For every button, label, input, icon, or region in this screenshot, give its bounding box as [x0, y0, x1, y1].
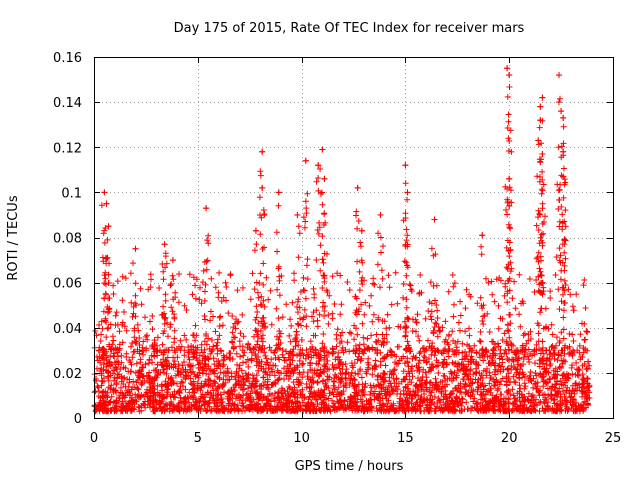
y-tick-label: 0.14	[53, 96, 82, 111]
peak-point	[506, 202, 513, 209]
peak-point	[132, 245, 139, 252]
peak-point	[506, 72, 513, 79]
peak-point	[504, 65, 511, 72]
peak-point	[537, 117, 544, 124]
y-tick-label: 0.08	[53, 232, 82, 247]
peak-point	[169, 257, 176, 264]
x-tick-label: 25	[605, 431, 622, 446]
peak-point	[506, 175, 513, 182]
peak-point	[259, 184, 266, 191]
peak-point	[585, 358, 592, 365]
peak-point	[103, 200, 110, 207]
peak-point	[556, 72, 563, 79]
x-axis-label: GPS time / hours	[295, 459, 404, 474]
y-tick-label: 0.04	[53, 322, 82, 337]
y-tick-labels: 0 0.02 0.04 0.06 0.08 0.1 0.12 0.14 0.16	[53, 51, 82, 427]
peak-point	[101, 189, 108, 196]
peak-point	[358, 227, 365, 234]
peak-point	[275, 189, 282, 196]
y-tick-label: 0.12	[53, 141, 82, 156]
peak-point	[377, 211, 384, 218]
y-tick-label: 0	[74, 412, 82, 427]
peak-point	[539, 151, 546, 158]
peak-point	[321, 175, 328, 182]
peak-point	[560, 114, 567, 121]
y-tick-label: 0.02	[53, 367, 82, 382]
peak-point	[537, 103, 544, 110]
peak-point	[203, 205, 210, 212]
y-tick-label: 0.06	[53, 277, 82, 292]
peak-point	[560, 173, 567, 180]
x-tick-label: 0	[90, 431, 98, 446]
peak-point	[315, 162, 322, 169]
x-tick-labels: 0 5 10 15 20 25	[90, 431, 621, 446]
peak-point	[404, 189, 411, 196]
peak-point	[302, 157, 309, 164]
peak-point	[535, 137, 542, 144]
peak-point	[354, 184, 361, 191]
x-tick-label: 15	[397, 431, 414, 446]
peak-point	[560, 148, 567, 155]
scatter-markers	[91, 65, 593, 415]
peak-point	[259, 148, 266, 155]
y-tick-label: 0.1	[61, 186, 82, 201]
grid	[94, 57, 613, 418]
x-tick-label: 20	[501, 431, 518, 446]
peak-point	[558, 108, 565, 115]
peak-point	[479, 232, 486, 239]
y-tick-label: 0.16	[53, 51, 82, 66]
peak-point	[105, 223, 112, 230]
peak-point	[161, 241, 168, 248]
peak-point	[539, 94, 546, 101]
peak-point	[252, 227, 259, 234]
data-points	[91, 65, 593, 415]
peak-point	[319, 146, 326, 153]
x-tick-label: 5	[194, 431, 202, 446]
axis-ticks	[94, 57, 614, 419]
y-axis-label: ROTI / TECUs	[6, 195, 21, 280]
peak-point	[294, 211, 301, 218]
chart-title: Day 175 of 2015, Rate Of TEC Index for r…	[174, 21, 525, 36]
peak-point	[402, 162, 409, 169]
peak-point	[431, 216, 438, 223]
x-tick-label: 10	[293, 431, 310, 446]
